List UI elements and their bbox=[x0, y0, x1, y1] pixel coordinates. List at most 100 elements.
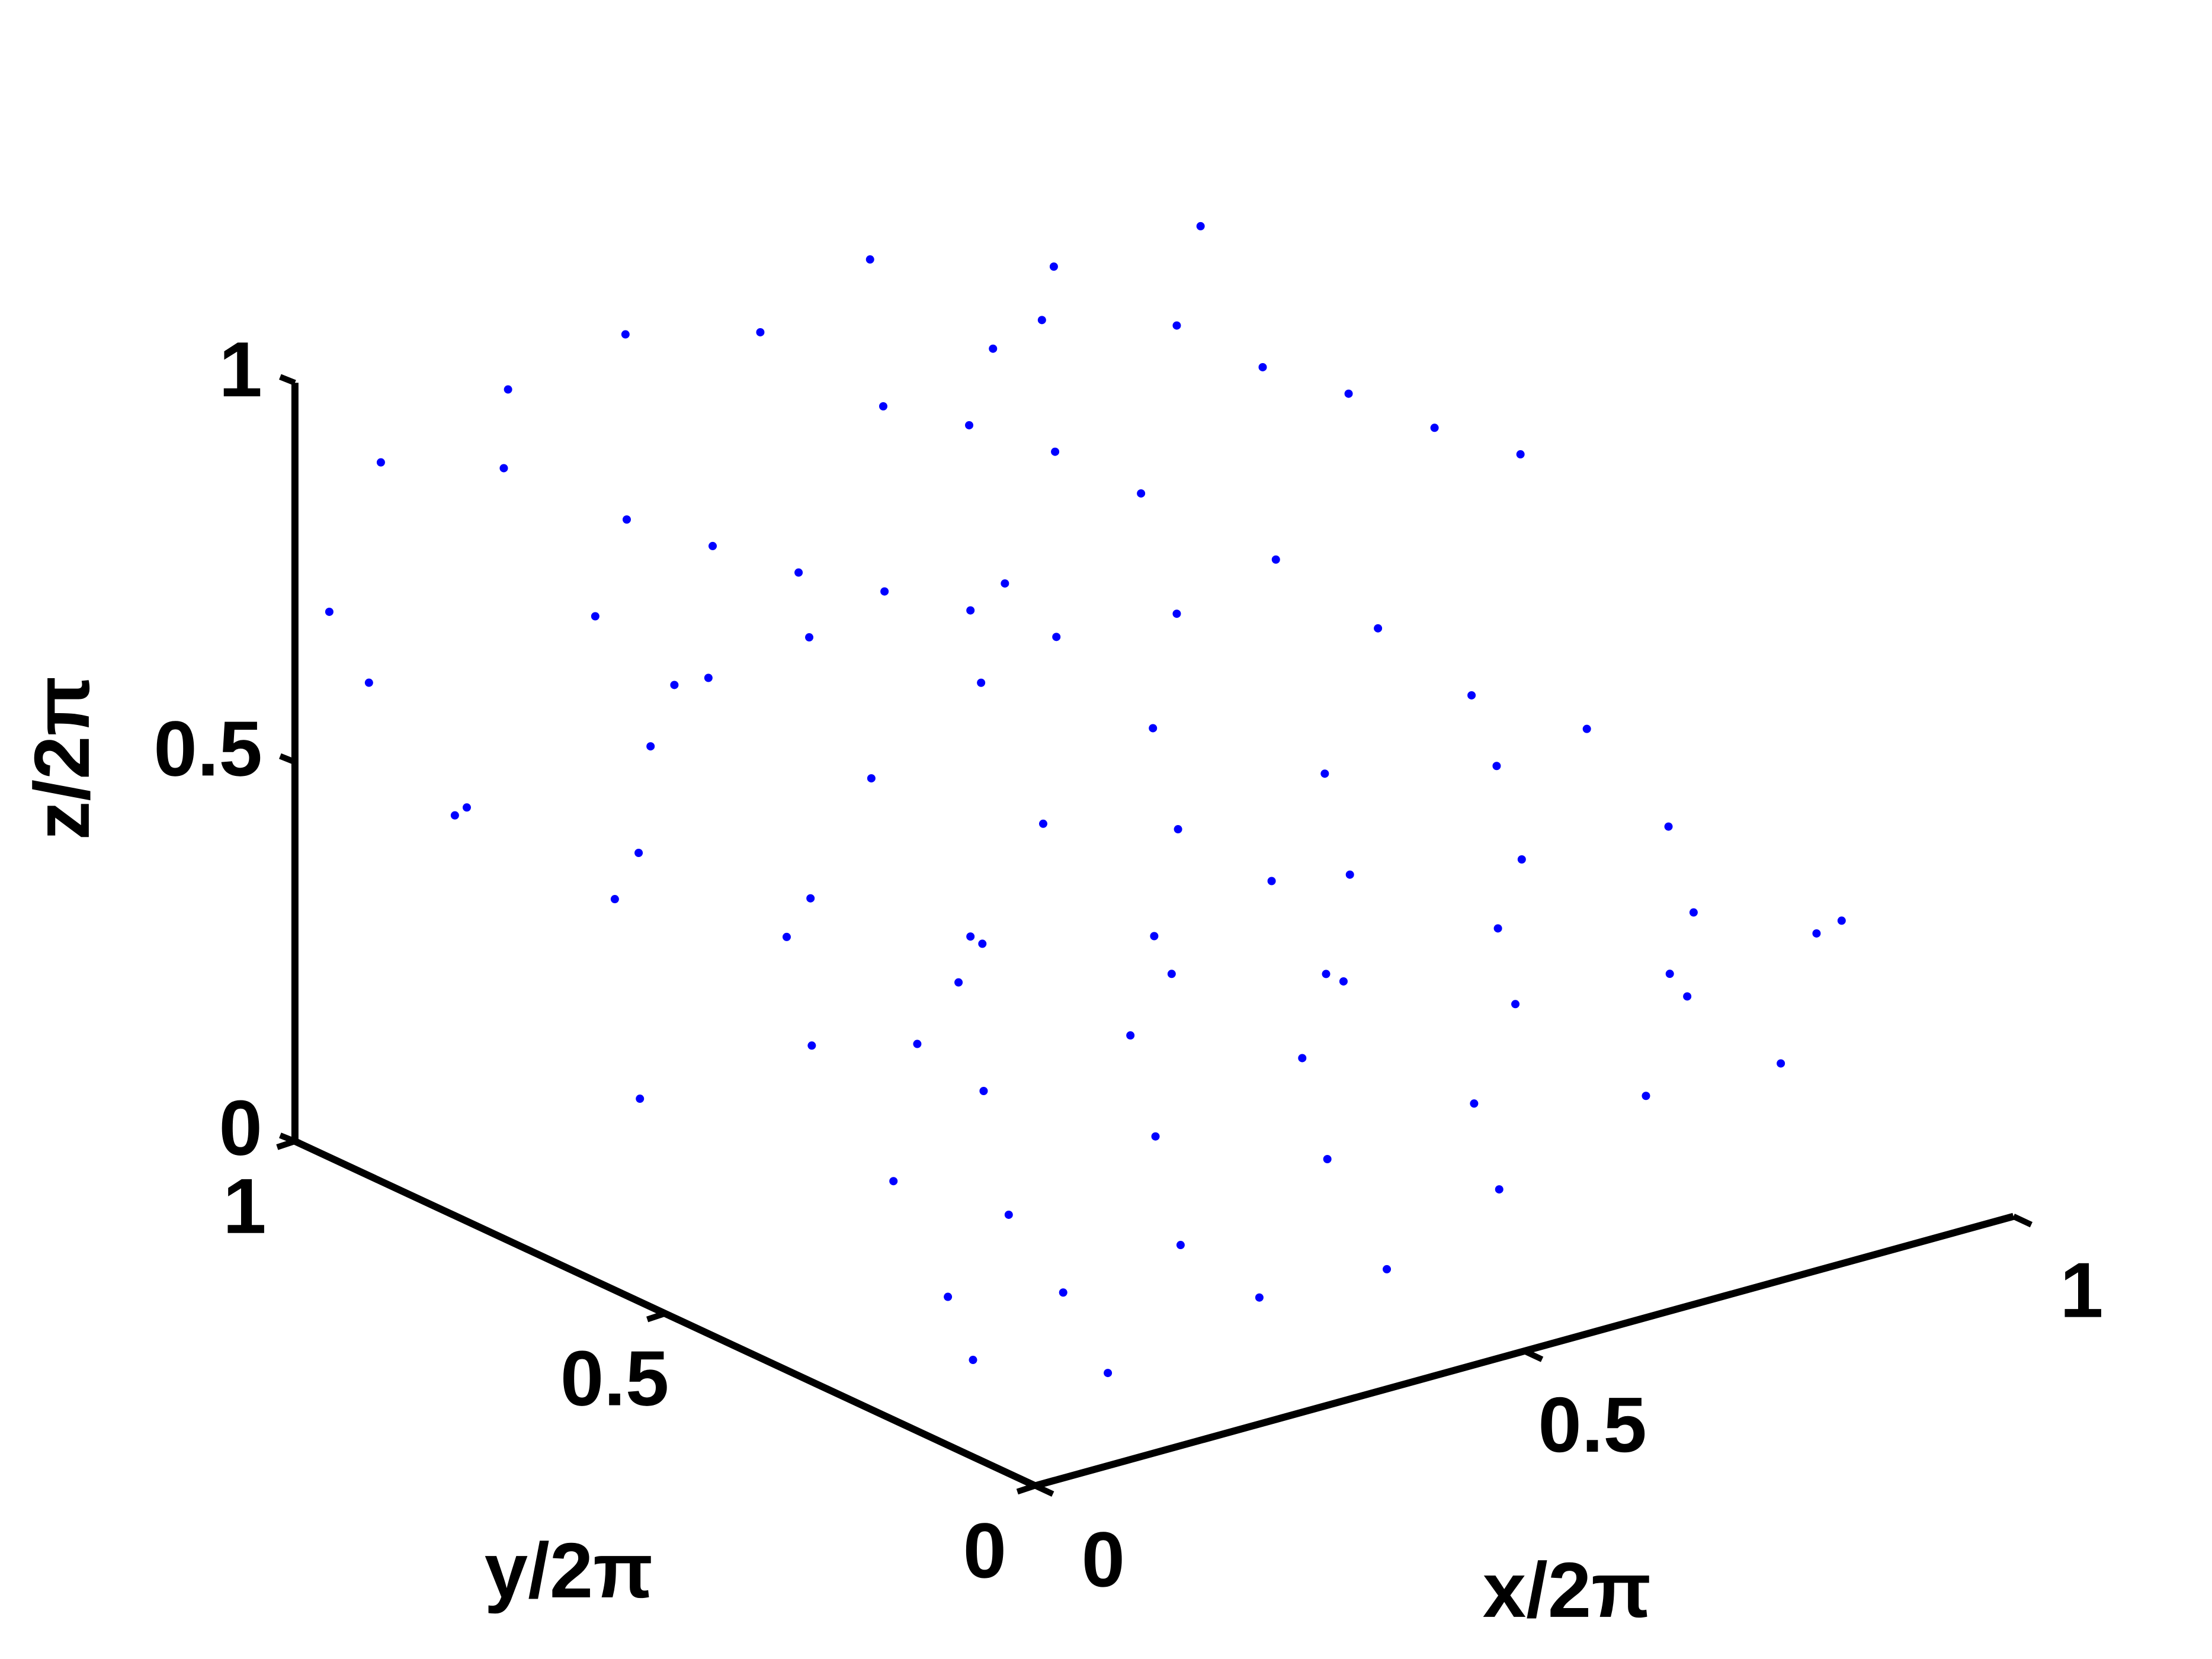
point bbox=[1258, 362, 1267, 371]
point bbox=[879, 402, 887, 411]
point bbox=[954, 978, 963, 987]
x-axis-label: x/2π bbox=[1483, 1546, 1652, 1634]
z-tick-label: 0.5 bbox=[153, 705, 262, 792]
point bbox=[1495, 1185, 1503, 1194]
point bbox=[636, 1095, 645, 1103]
point bbox=[880, 587, 889, 596]
point bbox=[1516, 450, 1525, 459]
y-tick bbox=[646, 1310, 666, 1323]
point bbox=[1038, 819, 1047, 828]
point bbox=[1383, 1265, 1392, 1273]
point bbox=[1059, 1288, 1067, 1297]
point bbox=[1320, 769, 1329, 778]
point bbox=[969, 1356, 977, 1365]
point bbox=[1777, 1059, 1785, 1068]
z-tick-label: 0 bbox=[219, 1084, 262, 1172]
x-tick-label: 0.5 bbox=[1538, 1381, 1647, 1468]
y-tick bbox=[1016, 1482, 1036, 1495]
point bbox=[1037, 316, 1046, 325]
point bbox=[1001, 579, 1009, 588]
point bbox=[1511, 1000, 1520, 1009]
point bbox=[1323, 1155, 1332, 1164]
point bbox=[499, 464, 508, 473]
z-tick bbox=[279, 1132, 296, 1144]
point bbox=[1126, 1031, 1135, 1040]
point bbox=[1689, 908, 1698, 917]
point bbox=[1345, 870, 1354, 879]
point bbox=[1196, 222, 1205, 230]
point bbox=[1052, 633, 1061, 641]
point bbox=[979, 1086, 988, 1095]
point bbox=[1467, 691, 1476, 699]
z-axis-label: z/2π bbox=[18, 676, 105, 840]
point bbox=[807, 1041, 816, 1050]
point bbox=[591, 612, 600, 621]
point bbox=[1271, 555, 1280, 564]
y-tick-label: 0.5 bbox=[560, 1335, 669, 1422]
point bbox=[756, 328, 765, 336]
point bbox=[1255, 1293, 1264, 1302]
x-tick-label: 0 bbox=[1082, 1516, 1125, 1603]
point bbox=[1172, 321, 1181, 330]
point bbox=[1104, 1369, 1113, 1378]
z-tick bbox=[279, 374, 296, 386]
point bbox=[1493, 924, 1502, 933]
point bbox=[867, 774, 876, 783]
point bbox=[944, 1292, 953, 1301]
point bbox=[1812, 929, 1821, 938]
point bbox=[966, 932, 975, 941]
point bbox=[1582, 724, 1591, 733]
point bbox=[1176, 1241, 1185, 1250]
x-tick-label: 1 bbox=[2060, 1247, 2103, 1334]
point bbox=[1683, 992, 1692, 1001]
point bbox=[977, 678, 986, 687]
point bbox=[1267, 877, 1276, 885]
point bbox=[1339, 977, 1348, 986]
point bbox=[865, 255, 874, 264]
point bbox=[621, 330, 630, 339]
point bbox=[913, 1039, 922, 1048]
y-tick-label: 0 bbox=[963, 1507, 1006, 1594]
point bbox=[1298, 1054, 1307, 1063]
point bbox=[670, 681, 679, 689]
point bbox=[364, 678, 373, 687]
point bbox=[1374, 624, 1383, 633]
point bbox=[1322, 970, 1331, 978]
point bbox=[1149, 724, 1158, 733]
point bbox=[889, 1177, 898, 1186]
point bbox=[989, 344, 998, 353]
point bbox=[966, 606, 975, 615]
point bbox=[1665, 970, 1674, 978]
point bbox=[1051, 447, 1060, 456]
point bbox=[462, 803, 471, 812]
point bbox=[709, 541, 717, 550]
point bbox=[965, 421, 974, 429]
point bbox=[325, 607, 334, 616]
point bbox=[504, 385, 512, 394]
point bbox=[610, 895, 619, 904]
point bbox=[622, 515, 631, 524]
point bbox=[1004, 1210, 1013, 1219]
point bbox=[1492, 762, 1501, 771]
point bbox=[450, 811, 459, 820]
point bbox=[1150, 932, 1159, 941]
point bbox=[634, 848, 643, 857]
point bbox=[782, 932, 791, 941]
point bbox=[1167, 970, 1176, 978]
x-tick bbox=[1523, 1348, 1544, 1362]
point bbox=[1837, 916, 1846, 925]
point bbox=[1151, 1132, 1160, 1141]
point bbox=[646, 742, 655, 751]
point bbox=[376, 458, 385, 467]
z-tick bbox=[279, 753, 296, 765]
point bbox=[1470, 1099, 1479, 1108]
point bbox=[1430, 423, 1439, 432]
point bbox=[1174, 825, 1182, 834]
point bbox=[1172, 609, 1181, 618]
point bbox=[1642, 1092, 1650, 1100]
point bbox=[806, 894, 815, 903]
point bbox=[794, 568, 803, 577]
point bbox=[1137, 489, 1146, 498]
point bbox=[1517, 855, 1526, 864]
